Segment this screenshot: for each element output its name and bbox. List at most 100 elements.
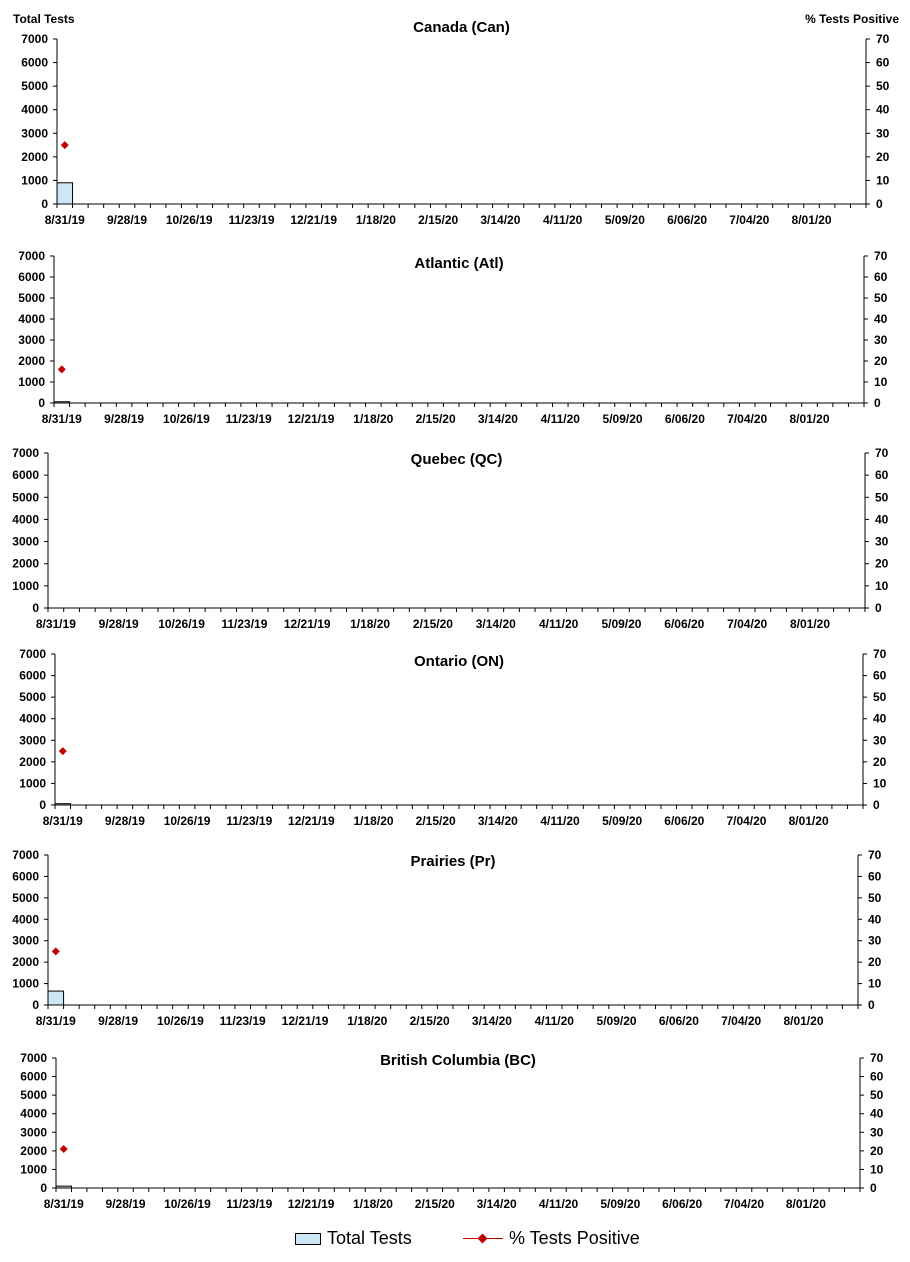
y2-tick-label: 30: [868, 934, 882, 948]
x-tick-label: 5/09/20: [603, 412, 643, 426]
y2-tick-label: 50: [875, 490, 889, 504]
y2-tick-label: 0: [873, 798, 880, 812]
x-tick-label: 12/21/19: [288, 814, 335, 828]
marker-pct-positive: [58, 747, 67, 756]
y2-tick-label: 70: [868, 848, 882, 862]
x-tick-label: 7/04/20: [727, 617, 767, 631]
y2-tick-label: 20: [876, 150, 890, 164]
y-tick-label: 6000: [21, 56, 48, 70]
x-tick-label: 9/28/19: [99, 617, 139, 631]
y-tick-label: 7000: [19, 647, 46, 661]
x-tick-label: 8/31/19: [36, 617, 76, 631]
marker-pct-positive: [51, 947, 60, 956]
x-tick-label: 6/06/20: [665, 412, 705, 426]
x-tick-label: 10/26/19: [158, 617, 205, 631]
y-tick-label: 5000: [12, 891, 39, 905]
x-tick-label: 11/23/19: [226, 412, 272, 426]
x-tick-label: 4/11/20: [539, 617, 579, 631]
x-tick-label: 8/01/20: [783, 1014, 823, 1028]
legend-label-pct-positive: % Tests Positive: [509, 1228, 640, 1248]
y-tick-label: 7000: [12, 848, 39, 862]
y2-tick-label: 10: [868, 977, 882, 991]
y2-tick-label: 30: [875, 535, 889, 549]
y-tick-label: 0: [40, 1181, 47, 1195]
marker-pct-positive: [59, 1145, 68, 1153]
bar-total-tests: [47, 990, 65, 1006]
x-tick-label: 10/26/19: [166, 213, 213, 227]
y2-tick-label: 20: [870, 1144, 884, 1158]
y-tick-label: 1000: [12, 579, 39, 593]
y-tick-label: 3000: [18, 333, 45, 347]
x-tick-label: 8/31/19: [45, 213, 85, 227]
x-tick-label: 12/21/19: [288, 1197, 335, 1211]
x-tick-label: 7/04/20: [721, 1014, 761, 1028]
y2-tick-label: 30: [873, 733, 887, 747]
y2-tick-label: 70: [876, 32, 890, 46]
y-tick-label: 6000: [20, 1070, 47, 1084]
y2-tick-label: 20: [868, 955, 882, 969]
marker-pct-positive: [60, 141, 69, 150]
y2-tick-label: 30: [870, 1125, 884, 1139]
x-tick-label: 10/26/19: [164, 1197, 211, 1211]
y2-tick-label: 20: [873, 755, 887, 769]
y2-tick-label: 70: [870, 1051, 884, 1065]
chart-title: Prairies (Pr): [410, 853, 495, 870]
y2-tick-label: 70: [873, 647, 887, 661]
x-tick-label: 2/15/20: [416, 412, 456, 426]
chart-title: Canada (Can): [413, 19, 510, 36]
y-tick-label: 7000: [20, 1051, 47, 1065]
y2-tick-label: 0: [876, 197, 883, 211]
x-tick-label: 8/31/19: [36, 1014, 76, 1028]
y-tick-label: 6000: [12, 468, 39, 482]
x-tick-label: 11/23/19: [226, 1197, 272, 1211]
y2-tick-label: 20: [874, 354, 888, 368]
y-tick-label: 1000: [18, 375, 45, 389]
x-tick-label: 6/06/20: [667, 213, 707, 227]
legend-line-swatch: [463, 1233, 503, 1245]
y2-tick-label: 20: [875, 557, 889, 571]
x-tick-label: 1/18/20: [350, 617, 390, 631]
x-tick-label: 9/28/19: [107, 213, 147, 227]
y-tick-label: 5000: [19, 690, 46, 704]
y2-tick-label: 40: [876, 103, 890, 117]
x-tick-label: 6/06/20: [662, 1197, 702, 1211]
x-tick-label: 9/28/19: [105, 814, 145, 828]
y2-tick-label: 50: [874, 291, 888, 305]
x-tick-label: 12/21/19: [282, 1014, 329, 1028]
chart-title: Atlantic (Atl): [414, 255, 503, 272]
y-tick-label: 7000: [21, 32, 48, 46]
chart-title: British Columbia (BC): [380, 1052, 536, 1069]
x-tick-label: 12/21/19: [288, 412, 335, 426]
y-tick-label: 1000: [12, 977, 39, 991]
x-tick-label: 1/18/20: [356, 213, 396, 227]
y2-tick-label: 10: [870, 1162, 884, 1176]
y-tick-label: 5000: [20, 1088, 47, 1102]
x-tick-label: 2/15/20: [415, 1197, 455, 1211]
y2-tick-label: 60: [870, 1070, 884, 1084]
y2-tick-label: 10: [875, 579, 889, 593]
y-tick-label: 6000: [12, 869, 39, 883]
x-tick-label: 4/11/20: [541, 412, 581, 426]
y2-tick-label: 50: [870, 1088, 884, 1102]
x-tick-label: 4/11/20: [535, 1014, 575, 1028]
y-tick-label: 2000: [12, 557, 39, 571]
y-tick-label: 0: [41, 197, 48, 211]
x-tick-label: 3/14/20: [478, 412, 518, 426]
y-tick-label: 1000: [19, 776, 46, 790]
y2-tick-label: 50: [868, 891, 882, 905]
y-tick-label: 3000: [20, 1125, 47, 1139]
y-tick-label: 2000: [20, 1144, 47, 1158]
y-tick-label: 7000: [12, 446, 39, 460]
x-tick-label: 4/11/20: [539, 1197, 579, 1211]
y-tick-label: 1000: [21, 173, 48, 187]
x-tick-label: 11/23/19: [228, 213, 274, 227]
y2-tick-label: 10: [873, 776, 887, 790]
x-tick-label: 9/28/19: [104, 412, 144, 426]
x-tick-label: 5/09/20: [605, 213, 645, 227]
y-tick-label: 5000: [18, 291, 45, 305]
y2-tick-label: 50: [876, 79, 890, 93]
x-tick-label: 11/23/19: [226, 814, 272, 828]
y2-tick-label: 30: [876, 126, 890, 140]
y2-tick-label: 60: [876, 56, 890, 70]
x-tick-label: 2/15/20: [413, 617, 453, 631]
